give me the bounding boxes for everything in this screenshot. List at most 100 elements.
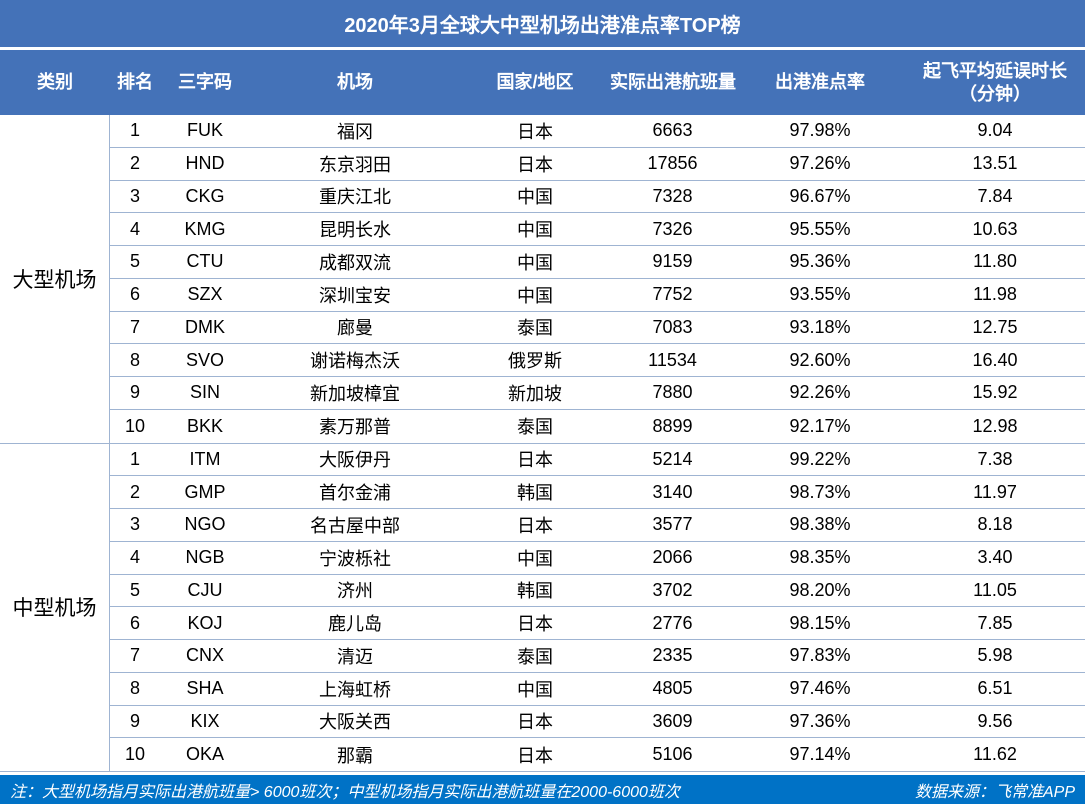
cell-country: 俄罗斯 [508,351,562,372]
cell-ontime-rate: 98.20% [789,579,851,600]
cell-rank: 10 [124,744,146,765]
cell-rank: 8 [129,678,140,699]
column-header-code: 三字码 [178,72,232,93]
cell-rank: 6 [129,612,140,633]
cell-code: CTU [186,251,224,272]
cell-airport: 素万那普 [319,417,391,438]
cell-code: BKK [186,415,224,436]
cell-rank: 6 [129,284,140,305]
cell-airport: 大阪关西 [319,712,391,733]
cell-ontime-rate: 97.14% [789,744,851,765]
cell-flights: 11534 [648,349,697,370]
table-row: 4 KMG 昆明长水 中国 7326 95.55% 10.63 [110,213,1085,246]
table-row: 1 FUK 福冈 日本 6663 97.98% 9.04 [110,115,1085,148]
column-header-airport: 机场 [337,72,373,93]
cell-avg-delay: 10.63 [972,218,1018,239]
cell-country: 中国 [517,548,553,569]
section-rows: 1 FUK 福冈 日本 6663 97.98% 9.04 2 HND 东京羽田 日本 17856 97.… [110,115,1085,443]
cell-flights: 7326 [652,218,693,239]
cell-code: HND [185,153,225,174]
cell-avg-delay: 7.84 [977,185,1013,206]
cell-code: GMP [184,481,226,502]
cell-code: CNX [185,645,224,666]
table-row: 9 KIX 大阪关西 日本 3609 97.36% 9.56 [110,706,1085,739]
cell-ontime-rate: 95.36% [789,251,851,272]
cell-country: 日本 [517,154,553,175]
cell-code: SHA [186,678,224,699]
table-row: 8 SHA 上海虹桥 中国 4805 97.46% 6.51 [110,673,1085,706]
cell-rank: 5 [129,251,140,272]
cell-rank: 9 [129,710,140,731]
cell-ontime-rate: 92.17% [789,415,851,436]
cell-airport: 上海虹桥 [319,679,391,700]
table-row: 7 CNX 清迈 泰国 2335 97.83% 5.98 [110,640,1085,673]
table-header-row: 类别 排名 三字码 机场 国家/地区 实际出港航班量 出港准点率 起飞平均延误时… [0,50,1085,115]
cell-flights: 7880 [652,382,693,403]
cell-airport: 廊曼 [337,318,373,339]
title-header-divider [0,47,1085,50]
cell-avg-delay: 11.98 [973,284,1017,305]
table-section-large-airports: 大型机场 1 FUK 福冈 日本 6663 97.98% 9.04 2 HND 东京羽田 日本 1785… [0,115,1085,443]
column-header-avg-delay: 起飞平均延误时长 （分钟） [905,60,1085,105]
table-row: 5 CJU 济州 韩国 3702 98.20% 11.05 [110,575,1085,608]
cell-avg-delay: 11.80 [973,251,1017,272]
cell-ontime-rate: 97.98% [789,120,851,141]
cell-airport: 昆明长水 [319,220,391,241]
cell-code: NGO [184,514,226,535]
cell-avg-delay: 11.05 [973,579,1017,600]
cell-code: KIX [190,710,220,731]
cell-country: 日本 [517,450,553,471]
cell-rank: 9 [129,382,140,403]
cell-flights: 5214 [652,448,693,469]
page-title: 2020年3月全球大中型机场出港准点率TOP榜 [344,15,741,37]
cell-ontime-rate: 96.67% [789,185,851,206]
cell-ontime-rate: 93.55% [789,284,851,305]
table-row: 6 KOJ 鹿儿岛 日本 2776 98.15% 7.85 [110,607,1085,640]
cell-airport: 东京羽田 [319,154,391,175]
cell-flights: 3140 [652,481,693,502]
cell-ontime-rate: 93.18% [789,316,851,337]
cell-country: 新加坡 [508,383,562,404]
cell-ontime-rate: 97.36% [789,710,851,731]
cell-code: CJU [187,579,223,600]
column-header-avg-delay-line2: （分钟） [959,83,1031,104]
cell-country: 中国 [517,679,553,700]
cell-flights: 7328 [652,185,693,206]
cell-country: 韩国 [517,581,553,602]
cell-code: SIN [189,382,220,403]
cell-code: SVO [185,349,224,370]
column-header-ontime-rate: 出港准点率 [775,72,865,93]
table-row: 2 GMP 首尔金浦 韩国 3140 98.73% 11.97 [110,476,1085,509]
cell-code: KOJ [187,612,223,633]
cell-airport: 新加坡樟宜 [310,383,400,404]
cell-code: DMK [185,316,225,337]
cell-airport: 那霸 [337,745,373,766]
cell-flights: 7083 [652,316,693,337]
cell-code: FUK [187,120,223,141]
cell-ontime-rate: 97.83% [789,645,851,666]
cell-avg-delay: 16.40 [972,349,1018,370]
cell-airport: 济州 [337,581,373,602]
cell-flights: 17856 [647,153,698,174]
cell-flights: 8899 [652,415,693,436]
cell-ontime-rate: 92.26% [789,382,851,403]
cell-flights: 5106 [652,744,693,765]
table-row: 2 HND 东京羽田 日本 17856 97.26% 13.51 [110,148,1085,181]
section-rows: 1 ITM 大阪伊丹 日本 5214 99.22% 7.38 2 GMP 首尔金浦 韩国 3140 98… [110,444,1085,772]
cell-country: 泰国 [517,417,553,438]
cell-airport: 谢诺梅杰沃 [310,351,400,372]
cell-avg-delay: 9.56 [977,710,1013,731]
cell-avg-delay: 12.98 [972,415,1018,436]
cell-country: 日本 [517,515,553,536]
footer-source: 数据来源：飞常准APP [914,784,1075,801]
cell-country: 中国 [517,285,553,306]
cell-country: 韩国 [517,483,553,504]
table-section-medium-airports: 中型机场 1 ITM 大阪伊丹 日本 5214 99.22% 7.38 2 GMP 首尔金浦 韩国 31… [0,442,1085,772]
cell-code: NGB [185,547,225,568]
cell-code: CKG [185,185,225,206]
cell-avg-delay: 12.75 [972,316,1018,337]
cell-code: SZX [187,284,223,305]
cell-avg-delay: 8.18 [977,514,1013,535]
cell-rank: 1 [129,448,140,469]
table-row: 9 SIN 新加坡樟宜 新加坡 7880 92.26% 15.92 [110,377,1085,410]
